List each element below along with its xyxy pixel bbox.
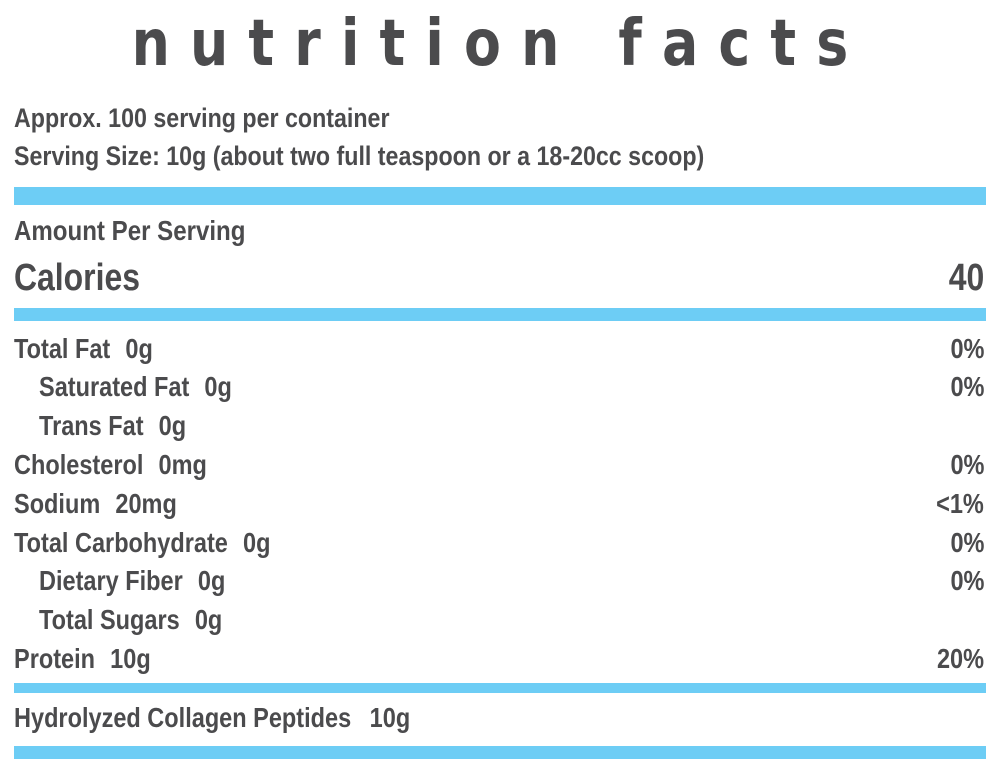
nutrient-name: Dietary Fiber xyxy=(39,565,183,596)
nutrient-amount: 0g xyxy=(197,565,226,596)
page-title: nutrition facts xyxy=(131,7,869,81)
nutrient-label: Protein 10g xyxy=(14,640,151,678)
daily-value: 20% xyxy=(936,643,984,674)
nutrient-name: Cholesterol xyxy=(14,449,144,480)
nutrient-row-total-carbohydrate: Total Carbohydrate 0g 0% xyxy=(14,524,986,562)
servings-per-container: Approx. 100 serving per container xyxy=(14,103,390,133)
ingredient-name: Hydrolyzed Collagen Peptides xyxy=(14,702,352,733)
nutrient-amount: 0g xyxy=(158,410,187,441)
daily-value: 0% xyxy=(950,527,984,558)
nutrient-name: Protein xyxy=(14,643,96,674)
nutrient-name: Total Carbohydrate xyxy=(14,527,228,558)
nutrient-row-total-fat: Total Fat 0g 0% xyxy=(14,330,986,368)
daily-value: 0% xyxy=(950,449,984,480)
nutrient-name: Total Sugars xyxy=(39,604,180,635)
nutrient-label: Total Sugars 0g xyxy=(39,601,222,639)
nutrient-row-saturated-fat: Saturated Fat 0g 0% xyxy=(14,368,986,406)
nutrient-amount: 20mg xyxy=(115,488,177,519)
nutrient-amount: 0g xyxy=(243,527,271,558)
ingredient-line: Hydrolyzed Collagen Peptides 10g xyxy=(14,698,410,738)
daily-value: 0% xyxy=(950,565,984,596)
nutrient-name: Total Fat xyxy=(14,333,111,364)
daily-value: <1% xyxy=(936,488,984,519)
nutrient-label: Sodium 20mg xyxy=(14,485,177,523)
nutrient-label: Saturated Fat 0g xyxy=(39,368,232,406)
nutrient-row-dietary-fiber: Dietary Fiber 0g 0% xyxy=(14,562,986,600)
nutrient-row-cholesterol: Cholesterol 0mg 0% xyxy=(14,446,986,484)
nutrient-label: Dietary Fiber 0g xyxy=(39,562,225,600)
divider-bar-thick xyxy=(14,187,986,205)
daily-value: 0% xyxy=(950,371,984,402)
nutrient-label: Cholesterol 0mg xyxy=(14,446,207,484)
nutrient-name: Saturated Fat xyxy=(39,371,190,402)
nutrient-amount: 0g xyxy=(204,371,232,402)
calories-label: Calories xyxy=(14,257,140,299)
calories-value: 40 xyxy=(948,257,984,299)
amount-per-serving: Amount Per Serving xyxy=(14,215,246,246)
nutrient-row-total-sugars: Total Sugars 0g xyxy=(14,601,986,639)
nutrient-label: Trans Fat 0g xyxy=(39,407,186,445)
nutrient-label: Total Fat 0g xyxy=(14,330,153,368)
divider-bar-medium xyxy=(14,308,986,321)
nutrient-amount: 10g xyxy=(110,643,151,674)
nutrient-label: Total Carbohydrate 0g xyxy=(14,524,270,562)
daily-value: 0% xyxy=(950,333,984,364)
nutrient-amount: 0g xyxy=(125,333,153,364)
nutrient-name: Trans Fat xyxy=(39,410,144,441)
nutrient-amount: 0mg xyxy=(158,449,207,480)
nutrient-amount: 0g xyxy=(194,604,223,635)
ingredient-amount: 10g xyxy=(369,702,411,733)
divider-bar-thin xyxy=(14,683,986,693)
serving-size: Serving Size: 10g (about two full teaspo… xyxy=(14,141,705,171)
nutrient-row-trans-fat: Trans Fat 0g xyxy=(14,407,986,445)
nutrient-name: Sodium xyxy=(14,488,101,519)
nutrient-row-sodium: Sodium 20mg <1% xyxy=(14,485,986,523)
divider-bar-bottom xyxy=(14,746,986,759)
nutrient-row-protein: Protein 10g 20% xyxy=(14,640,986,678)
